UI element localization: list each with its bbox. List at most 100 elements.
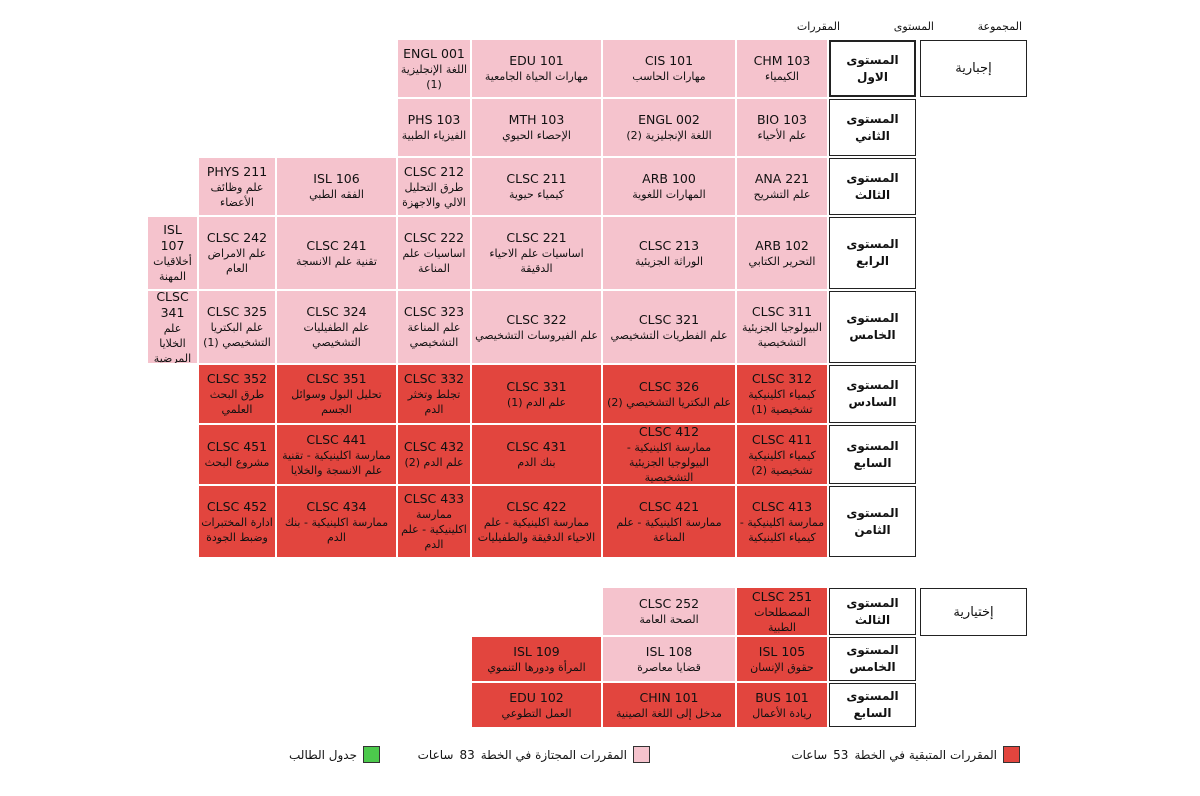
course-name: أخلاقيات المهنة (153, 255, 192, 283)
course-code: CLSC 325 (206, 304, 268, 319)
course-name: علم الأحياء (757, 129, 807, 142)
course-name: علم الدم (2) (404, 456, 464, 469)
course-code: CLSC 432 (403, 439, 465, 454)
course-name: كيمياء اكلينيكية تشخيصية (1) (748, 388, 816, 416)
course-name: اللغة الإنجليزية (1) (400, 62, 468, 91)
course-name: ريادة الأعمال (752, 706, 812, 720)
level-label: المستوى الخامس (829, 291, 916, 363)
course-code: CLSC 252 (638, 596, 700, 611)
course-code: CLSC 412 (638, 425, 700, 439)
course-name: قضايا معاصرة (637, 660, 701, 674)
legend-item: المقررات المجتازة في الخطة 83 ساعات (418, 746, 650, 763)
legend-swatch (1003, 746, 1020, 763)
course-name: المهارات اللغوية (632, 188, 706, 201)
course-name: علم المناعة التشخيصي (407, 321, 461, 349)
course-name: مهارات الحاسب (632, 70, 706, 83)
level-label: المستوى الرابع (829, 217, 916, 289)
course-cell: CLSC 322 علم الفيروسات التشخيصي (472, 291, 601, 363)
course-cell: CLSC 434 ممارسة اكلينيكية - بنك الدم (277, 486, 396, 557)
level-label: المستوى السابع (829, 425, 916, 484)
course-name: اساسيات علم المناعة (402, 247, 466, 275)
course-code: EDU 102 (509, 689, 564, 705)
legend-hours: 53 (833, 747, 849, 762)
course-name: علم البكتريا التشخيصي (1) (203, 321, 271, 349)
group-name: إجبارية (920, 40, 1027, 97)
course-name: اساسيات علم الاحياء الدقيقة (489, 247, 584, 275)
course-code: CLSC 421 (638, 498, 700, 514)
course-code: CLSC 324 (306, 304, 367, 319)
legend-label: المقررات المتبقية في الخطة (854, 747, 997, 762)
course-code: ENGL 002 (638, 112, 700, 127)
course-name: الكيمياء (764, 70, 799, 83)
level-label: المستوى الاول (829, 40, 916, 97)
group-name: إختيارية (920, 588, 1027, 636)
course-cell: CIS 101 مهارات الحاسب (603, 40, 735, 97)
course-cell: CLSC 431 بنك الدم (472, 425, 601, 484)
course-cell: CLSC 211 كيمياء حيوية (472, 158, 601, 215)
course-code: CLSC 212 (403, 163, 465, 179)
course-name: مشروع البحث (204, 456, 270, 469)
course-cell: CLSC 311 البيولوجيا الجزيئية التشخيصية (737, 291, 827, 363)
level-label: المستوى الثامن (829, 486, 916, 557)
course-name: البيولوجيا الجزيئية التشخيصية (742, 321, 822, 349)
course-name: تقنية علم الانسجة (296, 254, 377, 268)
course-cell: CLSC 212 طرق التحليل الالي والاجهزة (398, 158, 470, 215)
course-name: علم الطفيليات التشخيصي (303, 321, 370, 349)
course-name: مهارات الحياة الجامعية (484, 70, 589, 83)
course-code: CLSC 251 (751, 588, 813, 604)
course-cell: CLSC 352 طرق البحث العلمي (199, 365, 275, 423)
course-code: CLSC 451 (206, 439, 268, 454)
course-cell: CLSC 441 ممارسة اكلينيكية - تقنية علم الا… (277, 425, 396, 484)
course-code: CLSC 341 (156, 291, 189, 320)
course-code: CLSC 311 (751, 304, 813, 319)
level-label: المستوى الثالث (829, 588, 916, 635)
course-name: اللغة الإنجليزية (2) (626, 129, 712, 142)
legend-unit: ساعات (791, 747, 828, 762)
course-name: ممارسة اكلينيكية - تقنية علم الانسجة وال… (282, 448, 391, 477)
course-cell: CLSC 312 كيمياء اكلينيكية تشخيصية (1) (737, 365, 827, 423)
course-code: BIO 103 (757, 112, 807, 127)
course-cell: CLSC 213 الوراثة الجزيئية (603, 217, 735, 289)
course-name: الفيزياء الطبية (401, 129, 467, 142)
course-cell: CLSC 413 ممارسة اكلينيكية - كيمياء اكليني… (737, 486, 827, 557)
course-name: ممارسة اكلينيكية - البيولوجيا الجزيئية ا… (626, 441, 712, 484)
course-name: مدخل إلى اللغة الصينية (616, 706, 722, 720)
course-cell: CLSC 432 علم الدم (2) (398, 425, 470, 484)
course-cell: ENGL 002 اللغة الإنجليزية (2) (603, 99, 735, 156)
course-code: ARB 100 (642, 171, 696, 186)
course-name: الوراثة الجزيئية (634, 254, 704, 268)
course-code: CLSC 326 (638, 378, 700, 394)
course-code: CLSC 241 (306, 237, 367, 253)
course-cell: CLSC 251 المصطلحات الطبية (737, 588, 827, 635)
level-header: المستوى (893, 20, 934, 33)
level-label: المستوى الثالث (829, 158, 916, 215)
course-code: CLSC 221 (506, 230, 567, 245)
course-name: حقوق الإنسان (750, 660, 814, 674)
course-code: CLSC 331 (506, 378, 567, 394)
course-name: طرق البحث العلمي (209, 388, 265, 416)
course-cell: CLSC 325 علم البكتريا التشخيصي (1) (199, 291, 275, 363)
course-name: الفقه الطبي (309, 188, 364, 201)
course-code: CHIN 101 (639, 689, 699, 705)
course-code: CLSC 213 (638, 237, 700, 253)
course-code: CLSC 332 (403, 371, 465, 386)
course-name: علم الفطريات التشخيصي (610, 328, 728, 342)
course-code: CHM 103 (753, 53, 811, 68)
course-cell: CLSC 221 اساسيات علم الاحياء الدقيقة (472, 217, 601, 289)
course-code: CLSC 431 (506, 439, 567, 454)
course-name: علم البكتريا التشخيصي (2) (607, 395, 731, 409)
course-code: CLSC 352 (206, 371, 268, 386)
course-name: كيمياء اكلينيكية تشخيصية (2) (748, 448, 816, 477)
course-code: CLSC 441 (306, 431, 367, 447)
level-label: المستوى السابع (829, 683, 916, 727)
course-cell: CLSC 222 اساسيات علم المناعة (398, 217, 470, 289)
course-cell: EDU 102 العمل التطوعي (472, 683, 601, 727)
course-name: الصحة العامة (639, 613, 699, 626)
course-cell: CLSC 331 علم الدم (1) (472, 365, 601, 423)
course-code: CLSC 411 (751, 431, 813, 447)
course-code: CLSC 211 (506, 171, 567, 186)
legend-swatch (363, 746, 380, 763)
course-code: ISL 105 (758, 643, 806, 659)
course-code: EDU 101 (509, 53, 564, 68)
